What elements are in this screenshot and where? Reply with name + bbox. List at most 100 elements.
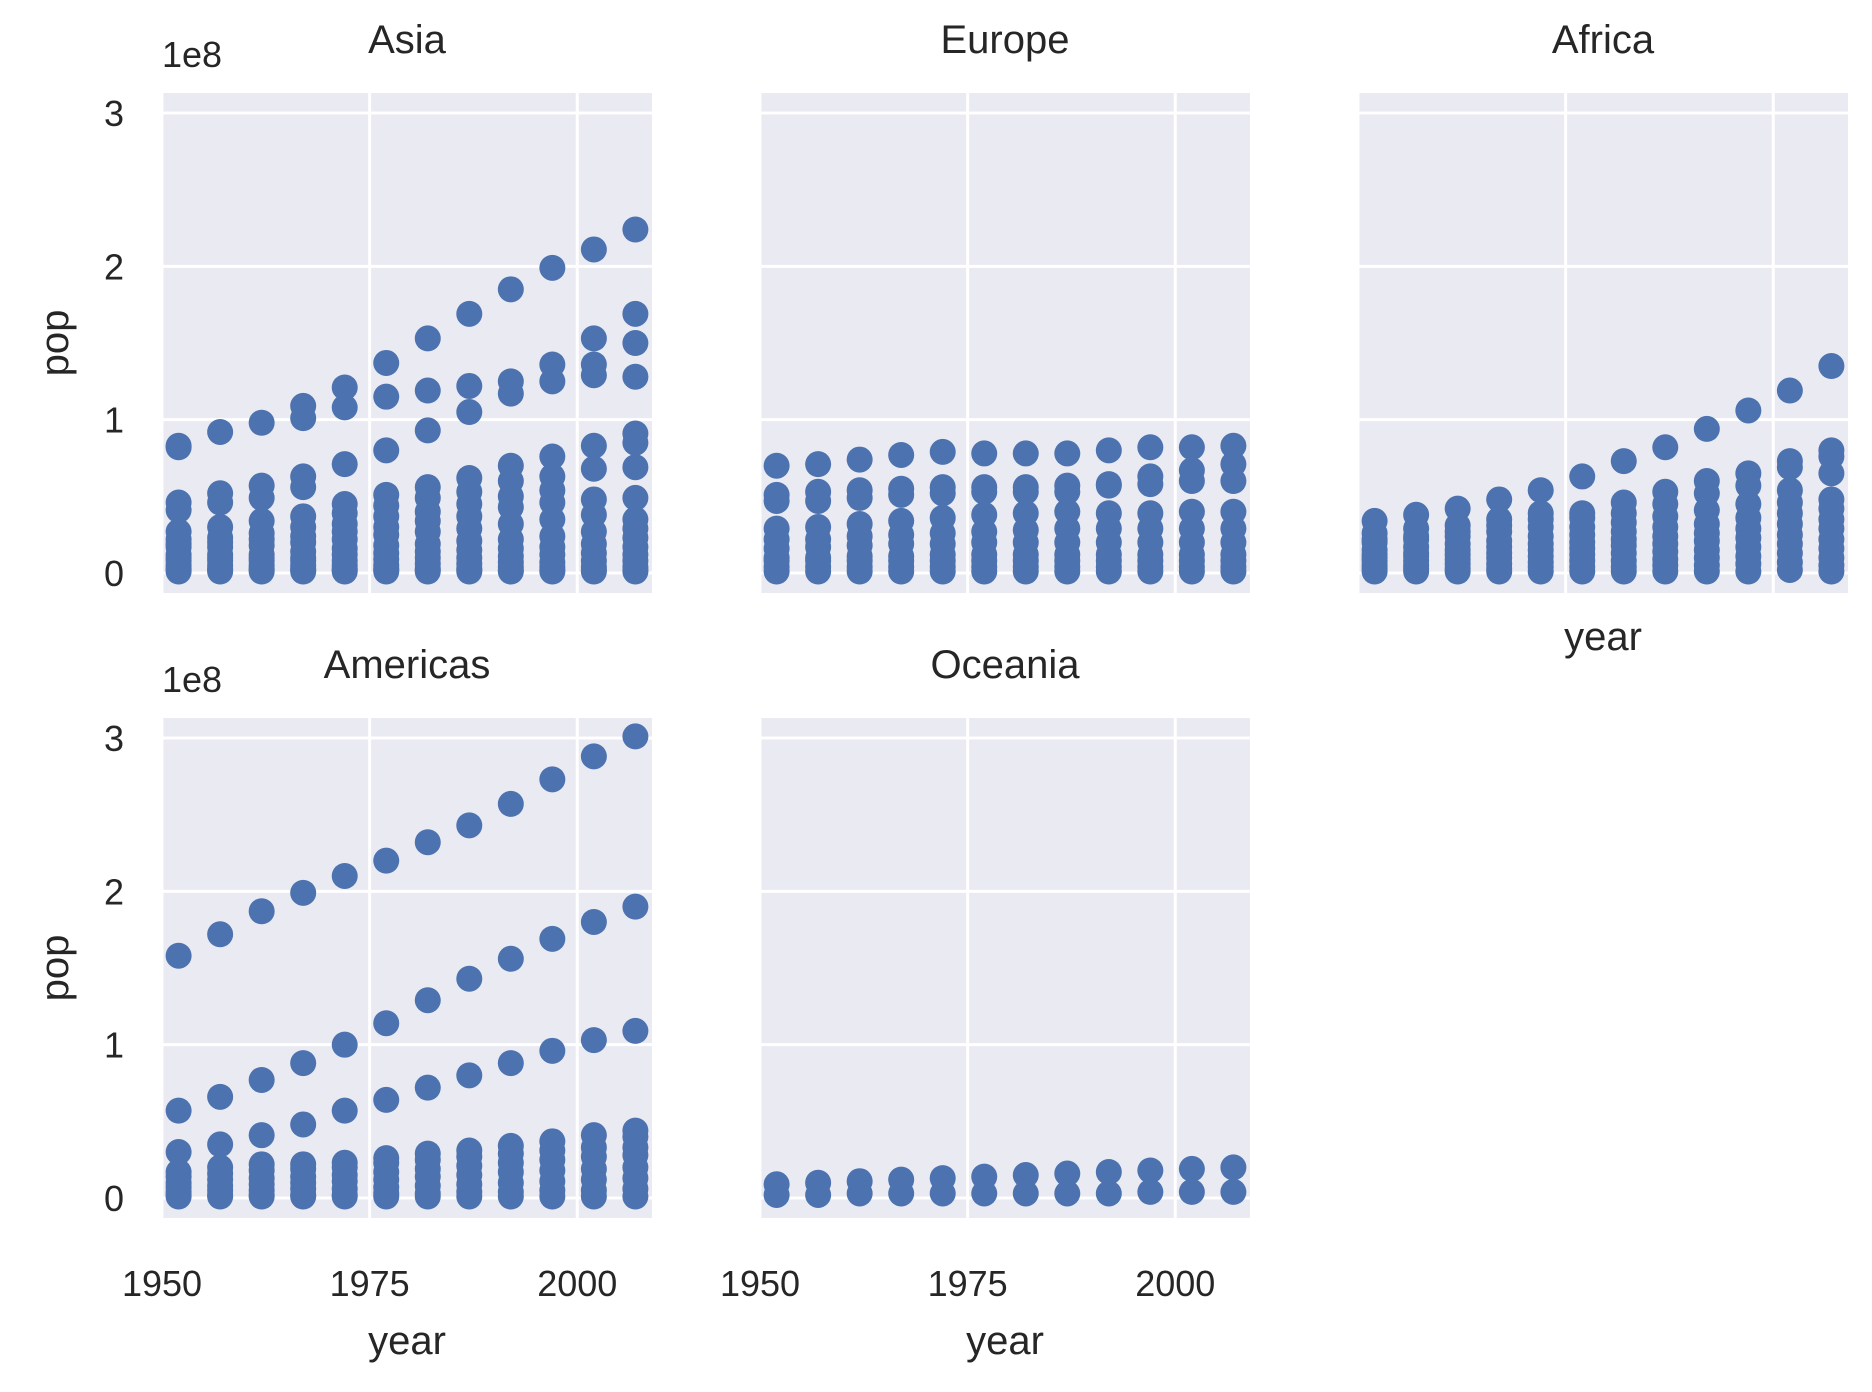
y-tick-label: 2 bbox=[104, 246, 124, 287]
data-point bbox=[580, 558, 607, 585]
data-point bbox=[1095, 437, 1122, 464]
facet-title-asia: Asia bbox=[368, 18, 447, 62]
data-point bbox=[846, 446, 873, 473]
data-point bbox=[497, 558, 524, 585]
data-point bbox=[1054, 1160, 1081, 1187]
data-point bbox=[888, 558, 915, 585]
data-point bbox=[290, 558, 317, 585]
data-point bbox=[805, 558, 832, 585]
data-point bbox=[1095, 1158, 1122, 1185]
data-point bbox=[207, 489, 234, 516]
data-point bbox=[1486, 486, 1513, 513]
data-point bbox=[1178, 1178, 1205, 1205]
data-point bbox=[763, 452, 790, 479]
data-point bbox=[622, 1183, 649, 1210]
data-point bbox=[1220, 468, 1247, 495]
data-point bbox=[414, 1183, 441, 1210]
y-axis-label: pop bbox=[33, 310, 77, 377]
data-point bbox=[331, 374, 358, 401]
data-point bbox=[1012, 1180, 1039, 1207]
data-point bbox=[331, 394, 358, 421]
data-point bbox=[497, 1050, 524, 1077]
data-point bbox=[331, 1183, 358, 1210]
y-tick-label: 1 bbox=[104, 400, 124, 441]
data-point bbox=[539, 1183, 566, 1210]
data-point bbox=[539, 368, 566, 395]
data-point bbox=[1220, 1178, 1247, 1205]
data-point bbox=[1137, 558, 1164, 585]
data-point bbox=[846, 484, 873, 511]
panel-background bbox=[760, 718, 1250, 1218]
data-point bbox=[539, 766, 566, 793]
data-point bbox=[207, 921, 234, 948]
data-point bbox=[456, 965, 483, 992]
data-point bbox=[456, 300, 483, 327]
data-point bbox=[622, 216, 649, 243]
data-point bbox=[1610, 448, 1637, 475]
data-point bbox=[414, 325, 441, 352]
data-point bbox=[165, 497, 192, 524]
data-point bbox=[805, 487, 832, 514]
data-point bbox=[1569, 463, 1596, 490]
data-point bbox=[373, 558, 400, 585]
data-point bbox=[929, 438, 956, 465]
data-point bbox=[373, 349, 400, 376]
data-point bbox=[497, 276, 524, 303]
data-point bbox=[497, 380, 524, 407]
data-point bbox=[248, 1183, 275, 1210]
data-point bbox=[805, 1181, 832, 1208]
data-point bbox=[290, 879, 317, 906]
data-point bbox=[929, 480, 956, 507]
data-point bbox=[331, 1031, 358, 1058]
data-point bbox=[1527, 558, 1554, 585]
data-point bbox=[1178, 434, 1205, 461]
data-point bbox=[373, 1183, 400, 1210]
data-point bbox=[539, 1037, 566, 1064]
data-point bbox=[414, 987, 441, 1014]
data-point bbox=[331, 1097, 358, 1124]
panel-background bbox=[760, 93, 1250, 593]
data-point bbox=[1693, 558, 1720, 585]
data-point bbox=[539, 925, 566, 952]
data-point bbox=[580, 1183, 607, 1210]
panel-background bbox=[162, 93, 652, 593]
data-point bbox=[331, 862, 358, 889]
y-axis-label: pop bbox=[33, 935, 77, 1002]
x-tick-label: 1975 bbox=[928, 1263, 1008, 1304]
data-point bbox=[1776, 556, 1803, 583]
data-point bbox=[456, 1062, 483, 1089]
data-point bbox=[846, 558, 873, 585]
data-point bbox=[805, 451, 832, 478]
x-axis-label: year bbox=[966, 1319, 1044, 1363]
x-tick-label: 2000 bbox=[1135, 1263, 1215, 1304]
data-point bbox=[248, 558, 275, 585]
data-point bbox=[248, 1122, 275, 1149]
data-point bbox=[1652, 434, 1679, 461]
data-point bbox=[539, 443, 566, 470]
x-tick-label: 1950 bbox=[122, 1263, 202, 1304]
data-point bbox=[165, 1183, 192, 1210]
data-point bbox=[165, 1097, 192, 1124]
y-offset-label: 1e8 bbox=[162, 34, 222, 75]
data-point bbox=[580, 455, 607, 482]
data-point bbox=[331, 451, 358, 478]
data-point bbox=[456, 812, 483, 839]
data-point bbox=[1735, 397, 1762, 424]
data-point bbox=[580, 908, 607, 935]
data-point bbox=[414, 417, 441, 444]
data-point bbox=[456, 372, 483, 399]
data-point bbox=[1095, 1180, 1122, 1207]
data-point bbox=[580, 362, 607, 389]
data-point bbox=[622, 330, 649, 356]
data-point bbox=[622, 893, 649, 920]
data-point bbox=[414, 1074, 441, 1101]
data-point bbox=[971, 440, 998, 467]
data-point bbox=[414, 377, 441, 404]
data-point bbox=[207, 1183, 234, 1210]
data-point bbox=[1818, 353, 1845, 380]
data-point bbox=[580, 432, 607, 459]
data-point bbox=[207, 418, 234, 445]
x-axis-label: year bbox=[368, 1319, 446, 1363]
data-point bbox=[248, 898, 275, 925]
data-point bbox=[971, 558, 998, 585]
